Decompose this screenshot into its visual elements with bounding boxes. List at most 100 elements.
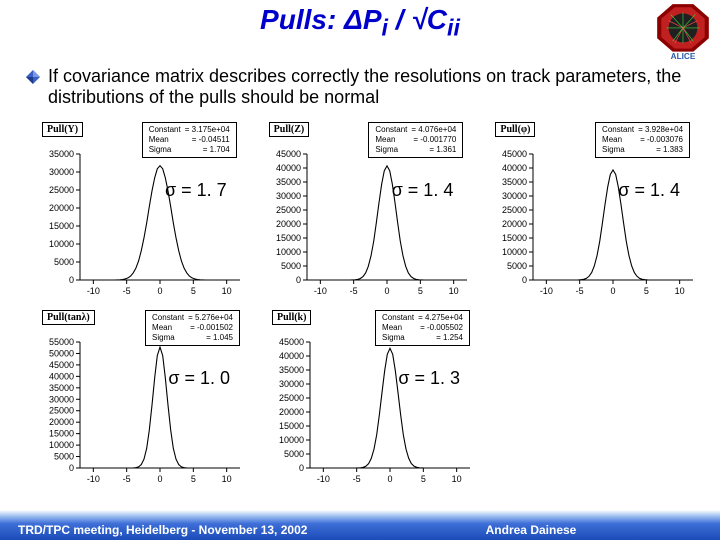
bullet-text: If covariance matrix describes correctly… xyxy=(48,66,706,108)
chart-title: Pull(φ) xyxy=(495,122,535,137)
svg-text:-5: -5 xyxy=(353,474,361,484)
svg-text:25000: 25000 xyxy=(276,205,301,215)
svg-text:25000: 25000 xyxy=(49,406,74,416)
svg-text:5: 5 xyxy=(421,474,426,484)
svg-text:40000: 40000 xyxy=(49,371,74,381)
chart-title: Pull(k) xyxy=(272,310,311,325)
svg-text:25000: 25000 xyxy=(502,205,527,215)
svg-text:40000: 40000 xyxy=(279,351,304,361)
svg-text:45000: 45000 xyxy=(276,149,301,159)
svg-text:-10: -10 xyxy=(317,474,330,484)
chart-title: Pull(Z) xyxy=(269,122,310,137)
chart-pull-z: Pull(Z)Constant= 4.076e+04Mean= -0.00177… xyxy=(263,122,470,302)
svg-text:10000: 10000 xyxy=(279,435,304,445)
svg-text:25000: 25000 xyxy=(279,393,304,403)
footer-right: Andrea Dainese xyxy=(360,523,702,537)
svg-text:10000: 10000 xyxy=(502,247,527,257)
svg-text:15000: 15000 xyxy=(49,221,74,231)
svg-text:35000: 35000 xyxy=(276,177,301,187)
svg-text:30000: 30000 xyxy=(49,167,74,177)
svg-text:35000: 35000 xyxy=(279,365,304,375)
svg-text:5: 5 xyxy=(191,474,196,484)
chart-pull-phi: Pull(φ)Constant= 3.928e+04Mean= -0.00307… xyxy=(489,122,696,302)
svg-text:0: 0 xyxy=(157,474,162,484)
svg-text:10: 10 xyxy=(448,286,458,296)
svg-text:-10: -10 xyxy=(87,474,100,484)
chart-title: Pull(Y) xyxy=(42,122,83,137)
alice-logo: ALICE xyxy=(652,2,714,60)
chart-pull-k: Pull(k)Constant= 4.275e+04Mean= -0.00550… xyxy=(266,310,476,490)
svg-text:20000: 20000 xyxy=(49,203,74,213)
svg-text:-5: -5 xyxy=(123,286,131,296)
svg-text:10: 10 xyxy=(452,474,462,484)
plot-svg: 0 5000 10000 15000 20000 25000 30000 35000 40000… xyxy=(489,144,699,300)
footer-left: TRD/TPC meeting, Heidelberg - November 1… xyxy=(18,523,360,537)
svg-text:15000: 15000 xyxy=(279,421,304,431)
chart-title: Pull(tanλ) xyxy=(42,310,95,325)
svg-text:5000: 5000 xyxy=(54,257,74,267)
svg-text:10000: 10000 xyxy=(49,440,74,450)
svg-text:30000: 30000 xyxy=(276,191,301,201)
svg-text:35000: 35000 xyxy=(502,177,527,187)
plot-svg: 0 5000 10000 15000 20000 25000 30000 35000 40000… xyxy=(266,332,476,488)
svg-text:5: 5 xyxy=(191,286,196,296)
svg-text:0: 0 xyxy=(69,463,74,473)
svg-text:20000: 20000 xyxy=(49,417,74,427)
svg-text:0: 0 xyxy=(384,286,389,296)
svg-text:15000: 15000 xyxy=(502,233,527,243)
charts-row-top: Pull(Y)Constant= 3.175e+04Mean= -0.04511… xyxy=(36,122,696,302)
svg-text:5000: 5000 xyxy=(281,261,301,271)
svg-text:10: 10 xyxy=(222,474,232,484)
chart-pull-y: Pull(Y)Constant= 3.175e+04Mean= -0.04511… xyxy=(36,122,243,302)
chart-pull-tanl: Pull(tanλ)Constant= 5.276e+04Mean= -0.00… xyxy=(36,310,246,490)
svg-text:30000: 30000 xyxy=(279,379,304,389)
svg-text:55000: 55000 xyxy=(49,337,74,347)
svg-text:5: 5 xyxy=(644,286,649,296)
diamond-bullet-icon xyxy=(26,70,40,84)
svg-text:-5: -5 xyxy=(123,474,131,484)
plot-svg: 0 5000 10000 15000 20000 25000 30000 35000 -10 -5… xyxy=(36,144,246,300)
svg-text:0: 0 xyxy=(522,275,527,285)
svg-text:40000: 40000 xyxy=(276,163,301,173)
charts-row-bottom: Pull(tanλ)Constant= 5.276e+04Mean= -0.00… xyxy=(36,310,476,490)
svg-text:45000: 45000 xyxy=(49,360,74,370)
svg-text:20000: 20000 xyxy=(279,407,304,417)
svg-text:15000: 15000 xyxy=(49,429,74,439)
svg-text:10: 10 xyxy=(675,286,685,296)
svg-text:-5: -5 xyxy=(576,286,584,296)
svg-text:45000: 45000 xyxy=(279,337,304,347)
svg-text:30000: 30000 xyxy=(49,394,74,404)
slide-title: Pulls: ΔPi / √Cii xyxy=(0,4,720,42)
svg-text:35000: 35000 xyxy=(49,149,74,159)
svg-text:5000: 5000 xyxy=(284,449,304,459)
svg-text:-10: -10 xyxy=(313,286,326,296)
footer: TRD/TPC meeting, Heidelberg - November 1… xyxy=(0,510,720,540)
svg-text:5: 5 xyxy=(417,286,422,296)
svg-text:20000: 20000 xyxy=(276,219,301,229)
svg-text:50000: 50000 xyxy=(49,348,74,358)
svg-text:5000: 5000 xyxy=(507,261,527,271)
svg-text:0: 0 xyxy=(611,286,616,296)
svg-text:0: 0 xyxy=(296,275,301,285)
svg-text:25000: 25000 xyxy=(49,185,74,195)
svg-text:0: 0 xyxy=(387,474,392,484)
svg-text:10: 10 xyxy=(222,286,232,296)
svg-text:5000: 5000 xyxy=(54,452,74,462)
svg-text:40000: 40000 xyxy=(502,163,527,173)
svg-text:30000: 30000 xyxy=(502,191,527,201)
svg-text:ALICE: ALICE xyxy=(671,52,696,60)
svg-text:10000: 10000 xyxy=(49,239,74,249)
svg-text:45000: 45000 xyxy=(502,149,527,159)
svg-text:0: 0 xyxy=(157,286,162,296)
svg-text:20000: 20000 xyxy=(502,219,527,229)
svg-text:-10: -10 xyxy=(87,286,100,296)
svg-text:0: 0 xyxy=(299,463,304,473)
svg-text:15000: 15000 xyxy=(276,233,301,243)
bullet-row: If covariance matrix describes correctly… xyxy=(26,66,706,108)
svg-text:-5: -5 xyxy=(349,286,357,296)
plot-svg: 0 5000 10000 15000 20000 25000 30000 35000 40000… xyxy=(263,144,473,300)
svg-text:-10: -10 xyxy=(540,286,553,296)
svg-text:10000: 10000 xyxy=(276,247,301,257)
plot-svg: 0500010000150002000025000300003500040000… xyxy=(36,332,246,488)
svg-text:0: 0 xyxy=(69,275,74,285)
